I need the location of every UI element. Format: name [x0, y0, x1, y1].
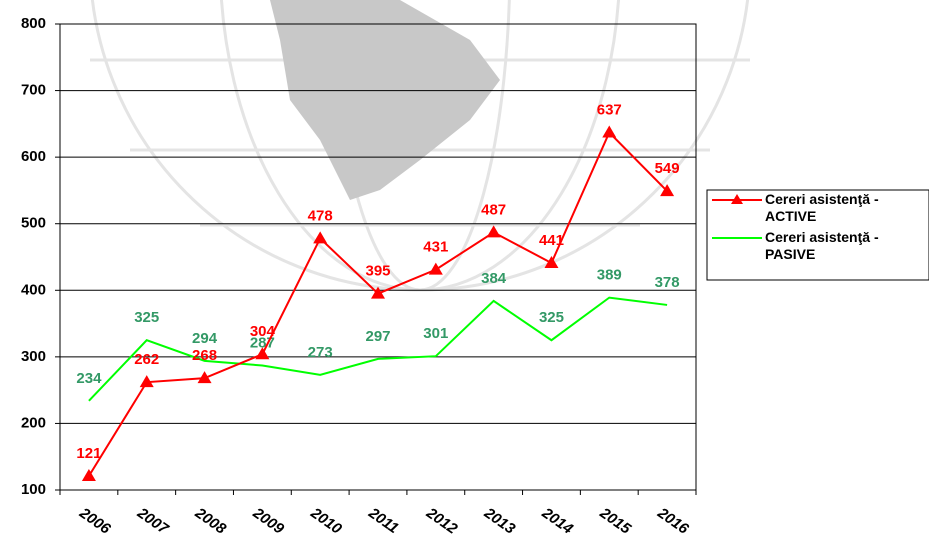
y-tick-label: 800	[21, 15, 46, 32]
data-label: 637	[597, 101, 622, 118]
x-tick-label: 2012	[422, 504, 460, 538]
marker	[313, 231, 328, 244]
y-tick-label: 600	[21, 148, 46, 165]
marker	[255, 347, 270, 360]
data-label: 384	[481, 270, 507, 287]
x-tick-label: 2009	[249, 504, 287, 538]
marker	[486, 225, 501, 238]
data-label: 234	[76, 370, 102, 387]
marker	[81, 469, 96, 482]
data-label: 487	[481, 201, 506, 218]
marker	[371, 286, 385, 299]
x-tick-label: 2011	[365, 504, 402, 537]
data-label: 294	[192, 330, 218, 347]
data-label: 325	[134, 309, 159, 326]
data-label: 268	[192, 347, 217, 364]
marker	[139, 375, 154, 388]
y-tick-label: 400	[21, 281, 46, 298]
legend-marker	[731, 194, 743, 204]
marker	[602, 125, 617, 138]
y-tick-label: 300	[21, 348, 46, 365]
x-tick-label: 2014	[538, 504, 576, 538]
background-continent	[270, 0, 500, 200]
y-tick-label: 100	[21, 481, 46, 498]
marker	[428, 262, 443, 275]
data-label: 301	[423, 325, 448, 342]
x-tick-label: 2007	[133, 504, 171, 538]
data-label: 378	[655, 274, 680, 291]
data-label: 325	[539, 309, 564, 326]
marker	[660, 184, 675, 197]
marker	[197, 371, 212, 384]
y-tick-label: 700	[21, 82, 46, 99]
x-tick-label: 2016	[654, 504, 692, 538]
x-tick-label: 2006	[76, 504, 114, 538]
data-label: 478	[308, 207, 333, 224]
data-label: 389	[597, 267, 622, 284]
data-label: 441	[539, 232, 564, 249]
data-label: 304	[250, 323, 276, 340]
data-label: 287	[250, 334, 275, 351]
y-tick-label: 500	[21, 215, 46, 232]
data-label: 395	[365, 263, 390, 280]
y-tick-label: 200	[21, 414, 46, 431]
data-label: 121	[76, 445, 101, 462]
data-label: 297	[365, 328, 390, 345]
x-tick-label: 2013	[480, 504, 518, 538]
x-tick-label: 2008	[191, 504, 229, 538]
series-line	[88, 296, 668, 402]
marker	[544, 255, 559, 268]
data-label: 431	[423, 239, 448, 256]
legend-label: Cereri asistenţă - PASIVE	[765, 229, 879, 262]
data-label: 273	[308, 344, 333, 361]
legend-label: Cereri asistenţă - ACTIVE	[765, 191, 879, 224]
x-tick-label: 2015	[596, 504, 634, 538]
data-label: 262	[134, 351, 159, 368]
legend-box	[706, 189, 929, 281]
x-tick-label: 2010	[307, 504, 345, 538]
data-label: 549	[655, 160, 680, 177]
